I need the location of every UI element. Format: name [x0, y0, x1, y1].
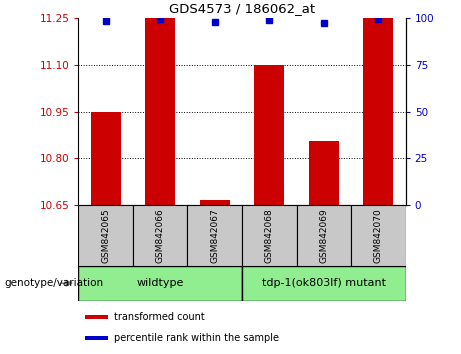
Text: GSM842068: GSM842068	[265, 208, 274, 263]
Bar	[85, 315, 108, 319]
Bar	[78, 266, 242, 301]
Text: GSM842067: GSM842067	[210, 208, 219, 263]
Text: transformed count: transformed count	[114, 312, 205, 322]
Text: GSM842069: GSM842069	[319, 208, 328, 263]
Text: tdp-1(ok803lf) mutant: tdp-1(ok803lf) mutant	[262, 278, 386, 288]
Bar	[145, 18, 175, 205]
Title: GDS4573 / 186062_at: GDS4573 / 186062_at	[169, 2, 315, 15]
Bar	[254, 64, 284, 205]
Bar	[85, 336, 108, 340]
Bar	[242, 205, 296, 266]
Text: percentile rank within the sample: percentile rank within the sample	[114, 333, 279, 343]
Text: GSM842066: GSM842066	[156, 208, 165, 263]
Bar	[200, 200, 230, 205]
Bar	[296, 205, 351, 266]
Bar	[78, 205, 133, 266]
Bar	[351, 205, 406, 266]
Bar	[91, 112, 121, 205]
Bar	[188, 205, 242, 266]
Text: GSM842070: GSM842070	[374, 208, 383, 263]
Bar	[363, 18, 393, 205]
Bar	[133, 205, 188, 266]
Bar	[309, 141, 339, 205]
Text: GSM842065: GSM842065	[101, 208, 110, 263]
Bar	[242, 266, 406, 301]
Text: genotype/variation: genotype/variation	[5, 278, 104, 288]
Text: wildtype: wildtype	[136, 278, 184, 288]
